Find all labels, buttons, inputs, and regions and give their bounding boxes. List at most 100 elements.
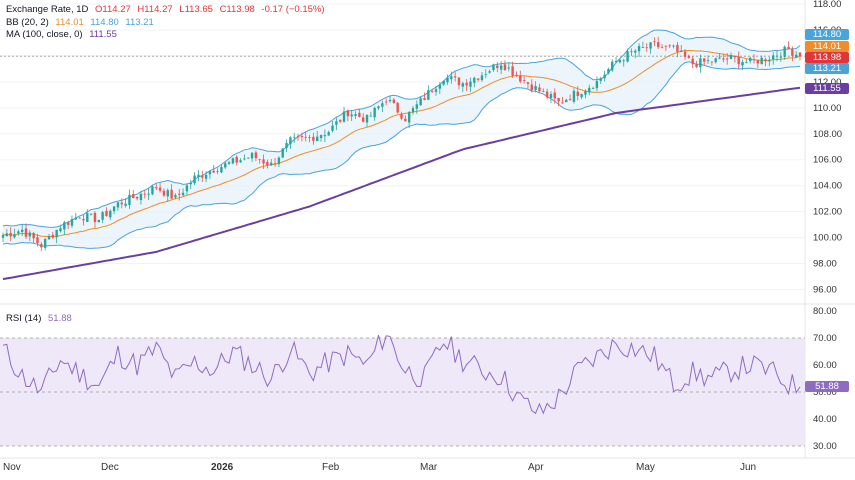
candle-body: [404, 118, 407, 122]
candle-body: [645, 47, 648, 49]
candle-body: [695, 63, 698, 68]
candle-body: [384, 101, 388, 103]
candle-body: [565, 99, 568, 103]
candle-body: [492, 64, 495, 71]
bb-lower-value: 113.21: [125, 17, 154, 28]
candle-body: [243, 158, 246, 160]
candle-body: [595, 80, 599, 89]
price-axis-tick: 100.00: [813, 233, 842, 244]
candle-body: [603, 74, 606, 79]
ma-label: MA (100, close, 0): [6, 29, 83, 40]
candle-body: [496, 65, 499, 69]
candle-body: [775, 55, 779, 57]
price-axis-tick: 118.00: [813, 0, 841, 10]
candle-body: [331, 125, 334, 131]
close-price-tag: 113.98: [805, 52, 849, 63]
candle-body: [530, 84, 533, 91]
rsi-label: RSI (14): [6, 313, 42, 324]
candle-body: [473, 77, 476, 83]
candle-body: [289, 137, 292, 145]
price-axis-tick: 96.00: [813, 285, 837, 296]
candle-body: [396, 102, 399, 113]
candle-body: [365, 115, 369, 123]
price-axis-tick: 112.00: [813, 77, 841, 88]
candle-body: [135, 196, 139, 199]
candle-body: [488, 71, 491, 73]
ma-tag: 111.55: [805, 83, 849, 94]
close-value: C113.98: [219, 4, 255, 15]
candle-body: [591, 88, 595, 90]
candle-body: [51, 234, 55, 238]
candle-body: [300, 135, 304, 137]
candle-body: [760, 57, 763, 65]
candle-body: [557, 98, 560, 102]
candle-body: [572, 90, 576, 102]
candle-body: [729, 55, 733, 59]
candle-body: [24, 228, 28, 237]
candle-body: [120, 202, 123, 205]
price-axis-tick: 106.00: [813, 155, 842, 166]
candle-body: [270, 162, 273, 166]
candle-body: [511, 66, 514, 76]
candle-body: [461, 83, 465, 87]
candle-body: [93, 212, 97, 223]
candle-body: [216, 171, 219, 172]
candle-body: [323, 135, 327, 137]
candle-body: [32, 232, 35, 239]
candle-body: [469, 81, 472, 87]
candle-body: [13, 234, 16, 238]
candle-body: [503, 64, 507, 71]
candle-body: [568, 99, 572, 101]
candle-body: [626, 51, 629, 62]
candle-body: [227, 162, 231, 164]
candle-body: [158, 187, 162, 191]
x-label-jun: Jun: [740, 462, 757, 473]
candle-body: [427, 90, 430, 100]
candle-body: [752, 59, 756, 61]
candle-body: [5, 233, 9, 237]
candle-body: [124, 203, 127, 206]
rsi-axis-tick: 70.00: [813, 333, 837, 344]
candle-body: [534, 86, 537, 90]
rsi-axis-tick: 50.00: [813, 387, 837, 398]
candle-body: [607, 69, 610, 74]
candle-body: [507, 67, 510, 69]
candle-body: [258, 159, 261, 161]
candle-body: [17, 231, 20, 234]
candle-body: [9, 232, 12, 237]
candle-body: [706, 60, 710, 62]
candle-body: [354, 114, 357, 116]
symbol-label: Exchange Rate, 1D: [6, 4, 89, 15]
candle-body: [174, 195, 177, 198]
candle-body: [392, 99, 396, 103]
candle-body: [798, 52, 802, 57]
candle-body: [457, 77, 461, 86]
candle-body: [748, 57, 752, 62]
x-label-apr: Apr: [528, 462, 544, 473]
x-label-dec: Dec: [101, 462, 119, 473]
candle-body: [239, 160, 242, 163]
candle-body: [419, 98, 422, 106]
bb-upper-value: 114.80: [90, 17, 119, 28]
candle-body: [553, 92, 556, 99]
candle-body: [155, 187, 158, 189]
candle-body: [1, 235, 5, 238]
candle-body: [350, 114, 353, 117]
candle-body: [683, 51, 687, 57]
candle-body: [660, 47, 664, 48]
candle-body: [430, 91, 434, 93]
candle-body: [55, 229, 58, 238]
candle-body: [668, 45, 671, 47]
candle-body: [542, 90, 545, 92]
ma-line: [2, 86, 801, 281]
candle-body: [78, 217, 81, 219]
candle-body: [779, 56, 783, 58]
candle-body: [415, 104, 419, 109]
candle-body: [641, 47, 645, 48]
price-axis-tick: 108.00: [813, 129, 842, 140]
rsi-axis-tick: 80.00: [813, 306, 837, 317]
candle-body: [231, 158, 235, 164]
candle-body: [74, 217, 78, 220]
candle-body: [672, 45, 675, 47]
candle-body: [634, 50, 637, 53]
